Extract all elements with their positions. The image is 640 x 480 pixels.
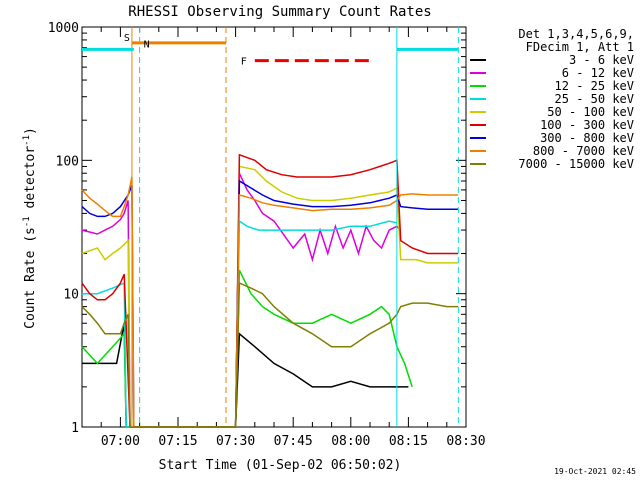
- x-tick-label: 08:00: [331, 434, 370, 449]
- series-line-0: [82, 323, 409, 428]
- legend-header-line1: Det 1,3,4,5,6,9,: [518, 27, 634, 41]
- legend-entry-7: 800 - 7000 keV: [533, 144, 634, 158]
- y-tick-label: 1000: [48, 21, 79, 36]
- series-line-4: [81, 165, 459, 428]
- x-tick-label: 07:15: [158, 434, 197, 449]
- series-line-5: [81, 153, 459, 428]
- legend-entry-5: 100 - 300 keV: [540, 118, 634, 132]
- legend-entry-8: 7000 - 15000 keV: [518, 157, 634, 171]
- legend-entry-4: 50 - 100 keV: [547, 105, 634, 119]
- x-axis-label: Start Time (01-Sep-02 06:50:02): [159, 458, 402, 473]
- y-axis-label-mid: detector: [23, 146, 38, 217]
- legend-entry-2: 12 - 25 keV: [555, 79, 634, 93]
- series-line-3: [82, 219, 398, 428]
- timestamp: 19-Oct-2021 02:45: [554, 467, 636, 476]
- series-line-8: [81, 281, 459, 428]
- x-tick-label: 07:00: [101, 434, 140, 449]
- chart-title: RHESSI Observing Summary Count Rates: [128, 4, 431, 20]
- flag-label-N: N: [144, 39, 150, 50]
- series-line-1: [81, 172, 402, 428]
- flag-label-S: S: [124, 33, 130, 44]
- x-tick-label: 07:45: [274, 434, 313, 449]
- plot-area: 1 10 100 1000 07:00 07:15 07:30 07:45 08:00 08:15…: [48, 21, 486, 449]
- flag-label-F: F: [241, 57, 247, 68]
- y-axis-label: Count Rate (s-1 detector-1): [22, 127, 38, 329]
- y-axis-label-sup2: -1: [22, 135, 32, 146]
- y-tick-label: 100: [56, 154, 79, 169]
- x-tick-label: 08:30: [446, 434, 485, 449]
- y-axis-label-main: Count Rate (s: [23, 227, 38, 329]
- legend-entry-3: 25 - 50 keV: [555, 92, 634, 106]
- y-axis-label-end: ): [23, 127, 38, 135]
- series-line-7: [81, 176, 459, 428]
- legend: Det 1,3,4,5,6,9, FDecim 1, Att 1 3 - 6 k…: [470, 27, 634, 171]
- y-axis-label-sup1: -1: [22, 216, 32, 227]
- series-line-6: [81, 179, 459, 428]
- x-tick-label: 08:15: [389, 434, 428, 449]
- legend-entry-1: 6 - 12 keV: [562, 66, 634, 80]
- legend-entry-6: 300 - 800 keV: [540, 131, 634, 145]
- y-tick-label: 10: [63, 288, 79, 303]
- legend-header-line2: FDecim 1, Att 1: [526, 40, 634, 54]
- legend-entry-0: 3 - 6 keV: [569, 53, 634, 67]
- y-tick-label: 1: [71, 421, 79, 436]
- x-tick-label: 07:30: [216, 434, 255, 449]
